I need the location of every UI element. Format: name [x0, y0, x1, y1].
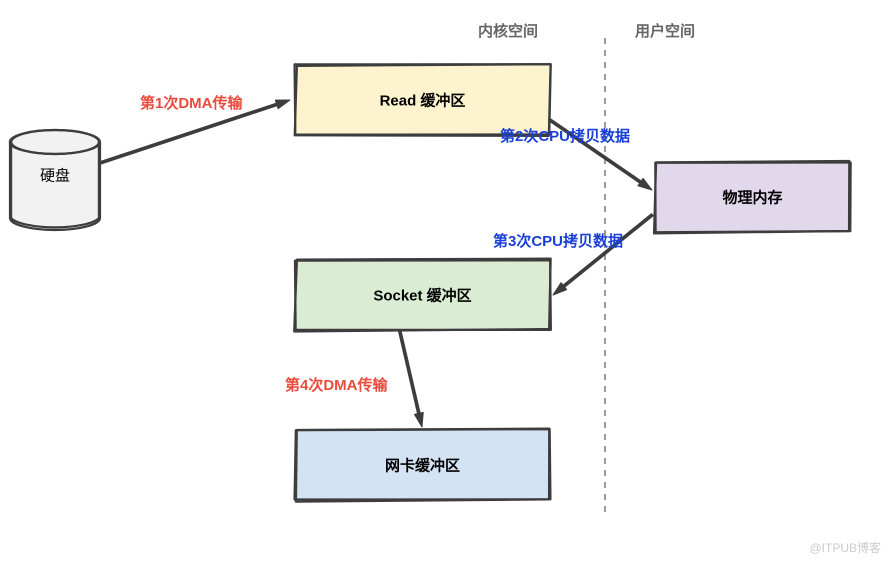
edge-label-2: 第2次CPU拷贝数据: [500, 125, 630, 146]
region-label-user: 用户空间: [635, 20, 695, 41]
node-label-socket-buf: Socket 缓冲区: [373, 285, 471, 306]
node-label-nic-buf: 网卡缓冲区: [385, 455, 460, 476]
edge-label-1: 第1次DMA传输: [140, 92, 243, 113]
edge-label-4: 第4次DMA传输: [285, 374, 388, 395]
diagram-canvas: [0, 0, 889, 564]
edge-label-3: 第3次CPU拷贝数据: [493, 230, 623, 251]
region-label-kernel: 内核空间: [478, 20, 538, 41]
node-label-phys-mem: 物理内存: [722, 187, 782, 208]
node-label-read-buf: Read 缓冲区: [380, 90, 466, 111]
watermark: @ITPUB博客: [809, 539, 881, 556]
node-label-disk: 硬盘: [40, 165, 70, 186]
